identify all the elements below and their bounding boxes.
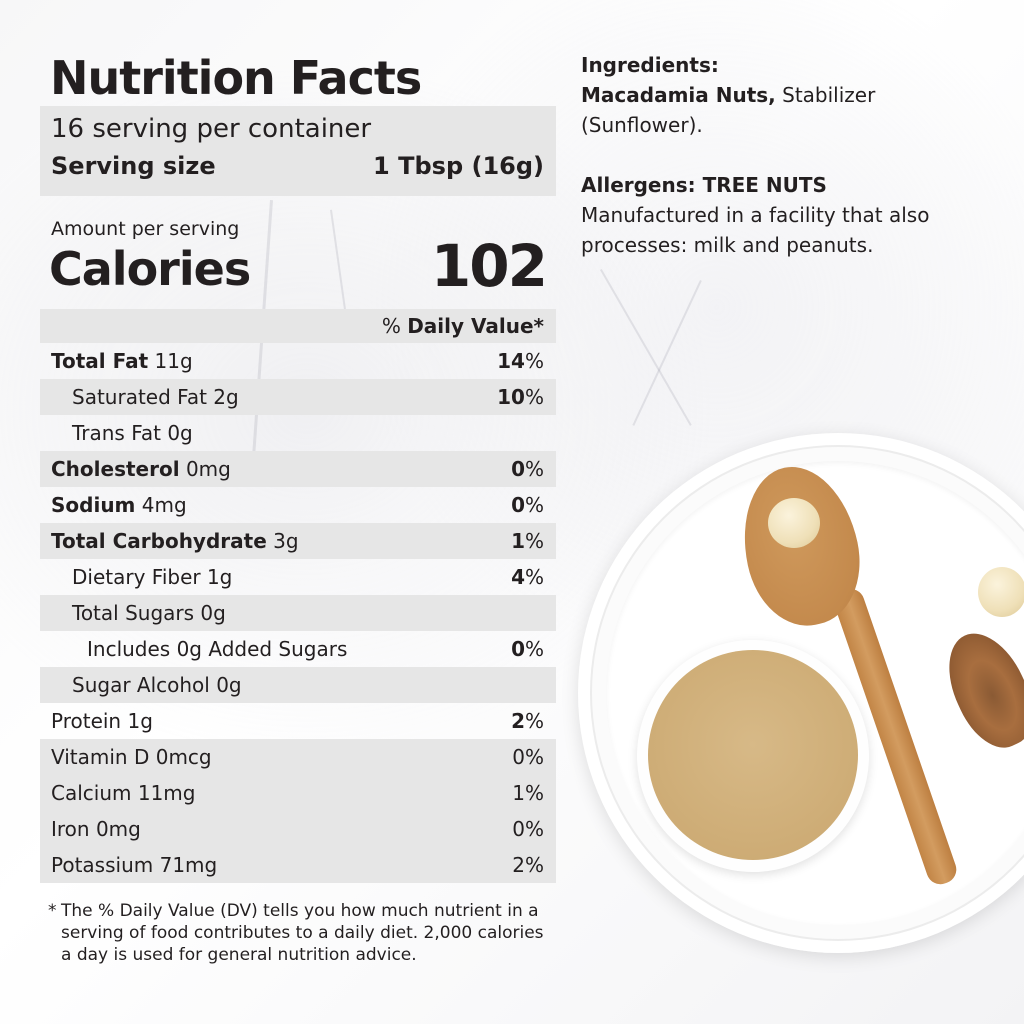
nutrient-dv: 10%: [497, 385, 544, 409]
nutrient-dv: 1%: [511, 529, 544, 553]
nutrient-row-total-carbohydrate: Total Carbohydrate 3g 1%: [40, 523, 556, 559]
nutrient-dv: 0%: [512, 817, 544, 841]
nutrient-row-iron: Iron 0mg 0%: [40, 811, 556, 847]
dv-number: 14: [497, 349, 525, 373]
daily-value-footnote: * The % Daily Value (DV) tells you how m…: [48, 900, 558, 966]
nutrient-name: Potassium 71mg: [51, 853, 218, 877]
allergens-heading: Allergens: TREE NUTS: [581, 173, 827, 197]
nutrient-row-added-sugars: Includes 0g Added Sugars 0%: [40, 631, 556, 667]
allergens-text: Manufactured in a facility that also pro…: [581, 203, 930, 257]
nutrient-row-dietary-fiber: Dietary Fiber 1g 4%: [40, 559, 556, 595]
marble-vein: [600, 269, 692, 426]
macadamia-butter: [648, 650, 858, 860]
dv-symbol: %: [524, 385, 544, 409]
nutrient-row-sodium: Sodium 4mg 0%: [40, 487, 556, 523]
daily-value-header-text: % Daily Value*: [382, 314, 544, 338]
marble-vein: [632, 280, 702, 426]
nutrient-dv: 4%: [511, 565, 544, 589]
nutrient-amount: 3g: [273, 529, 299, 553]
nutrient-name-bold: Total Carbohydrate: [51, 529, 267, 553]
footnote-text: The % Daily Value (DV) tells you how muc…: [61, 901, 544, 965]
macadamia-nut-on-spoon: [768, 498, 820, 548]
nutrient-name: Cholesterol 0mg: [51, 457, 231, 481]
serving-size-label: Serving size: [51, 152, 216, 180]
nutrient-name: Saturated Fat 2g: [72, 385, 239, 409]
nutrient-name: Includes 0g Added Sugars: [87, 637, 348, 661]
nutrient-row-saturated-fat: Saturated Fat 2g 10%: [40, 379, 556, 415]
dv-number: 0: [511, 637, 525, 661]
nutrient-name: Vitamin D 0mcg: [51, 745, 212, 769]
nutrient-name-bold: Cholesterol: [51, 457, 180, 481]
ingredients-list: Macadamia Nuts, Stabilizer (Sunflower).: [581, 80, 1001, 140]
dv-symbol: %: [524, 349, 544, 373]
nutrient-name: Total Fat 11g: [51, 349, 193, 373]
servings-per-container: 16 serving per container: [51, 114, 372, 144]
nutrient-name: Sugar Alcohol 0g: [72, 673, 242, 697]
nutrient-amount: 11g: [154, 349, 193, 373]
nutrient-dv: 2%: [511, 709, 544, 733]
dv-number: 2: [511, 709, 525, 733]
macadamia-nut: [978, 567, 1024, 617]
dv-symbol: %: [524, 493, 544, 517]
nutrition-facts-label: Nutrition Facts 16 serving per container…: [40, 50, 556, 965]
percent-sign: %: [381, 314, 401, 338]
nutrient-name: Total Sugars 0g: [72, 601, 226, 625]
nutrient-row-protein: Protein 1g 2%: [40, 703, 556, 739]
label-title: Nutrition Facts: [50, 51, 422, 105]
nutrient-amount: 0mg: [185, 457, 231, 481]
serving-info: 16 serving per container Serving size 1 …: [40, 106, 556, 196]
footnote-asterisk: *: [48, 901, 57, 921]
nutrient-name: Dietary Fiber 1g: [72, 565, 233, 589]
nutrient-amount: 4mg: [141, 493, 187, 517]
nutrient-row-total-sugars: Total Sugars 0g: [40, 595, 556, 631]
nutrient-dv: 0%: [511, 493, 544, 517]
nutrient-name: Iron 0mg: [51, 817, 141, 841]
dv-symbol: %: [524, 529, 544, 553]
nutrient-row-total-fat: Total Fat 11g 14%: [40, 343, 556, 379]
nutrient-row-potassium: Potassium 71mg 2%: [40, 847, 556, 883]
nutrient-row-sugar-alcohol: Sugar Alcohol 0g: [40, 667, 556, 703]
nutrient-name: Calcium 11mg: [51, 781, 196, 805]
nutrient-name: Protein 1g: [51, 709, 153, 733]
ingredient-rest: Stabilizer (Sunflower).: [581, 83, 876, 137]
nutrient-row-vitamin-d: Vitamin D 0mcg 0%: [40, 739, 556, 775]
nutrient-row-calcium: Calcium 11mg 1%: [40, 775, 556, 811]
ingredients-panel: Ingredients: Macadamia Nuts, Stabilizer …: [581, 50, 1001, 260]
daily-value-label: Daily Value*: [407, 314, 544, 338]
serving-size-value: 1 Tbsp (16g): [373, 152, 544, 180]
daily-value-header: % Daily Value*: [40, 309, 556, 343]
dv-number: 0: [511, 493, 525, 517]
nutrient-name-bold: Total Fat: [51, 349, 149, 373]
nutrient-name: Total Carbohydrate 3g: [51, 529, 299, 553]
nutrient-dv: 0%: [512, 745, 544, 769]
nutrient-dv: 0%: [511, 637, 544, 661]
nutrient-name-bold: Sodium: [51, 493, 136, 517]
nutrient-dv: 0%: [511, 457, 544, 481]
nutrient-row-cholesterol: Cholesterol 0mg 0%: [40, 451, 556, 487]
nutrient-dv: 1%: [512, 781, 544, 805]
calories-label: Calories: [49, 242, 251, 296]
nutrient-name: Sodium 4mg: [51, 493, 187, 517]
ingredients-heading: Ingredients:: [581, 53, 719, 77]
dv-symbol: %: [524, 709, 544, 733]
nutrient-dv: 2%: [512, 853, 544, 877]
nutrient-name: Trans Fat 0g: [72, 421, 193, 445]
calories-value: 102: [430, 232, 548, 300]
dv-symbol: %: [524, 637, 544, 661]
dv-symbol: %: [524, 565, 544, 589]
nutrient-dv: 14%: [497, 349, 544, 373]
nutrient-table: % Daily Value* Total Fat 11g 14% Saturat…: [40, 309, 556, 883]
dv-number: 0: [511, 457, 525, 481]
nutrient-row-trans-fat: Trans Fat 0g: [40, 415, 556, 451]
dv-number: 4: [511, 565, 525, 589]
ingredient-main: Macadamia Nuts,: [581, 83, 776, 107]
dv-number: 10: [497, 385, 525, 409]
dv-symbol: %: [524, 457, 544, 481]
dv-number: 1: [511, 529, 525, 553]
amount-per-serving: Amount per serving: [51, 218, 240, 240]
